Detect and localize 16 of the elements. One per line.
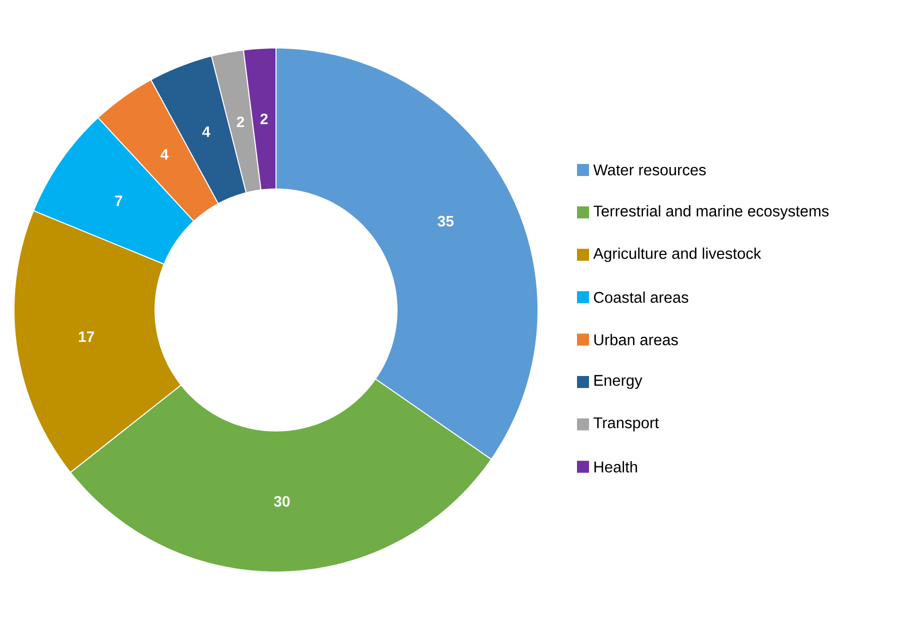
legend-label: Transport xyxy=(594,417,659,432)
legend-label: Urban areas xyxy=(594,334,678,346)
legend-label: Agriculture and livestock xyxy=(593,248,762,262)
data-label: 7 xyxy=(115,196,122,206)
data-label: 4 xyxy=(202,126,210,137)
legend-label: Terrestrial and marine ecosystems xyxy=(594,205,829,220)
legend-label: Energy xyxy=(594,375,642,389)
data-label: 17 xyxy=(78,332,94,342)
data-label: 35 xyxy=(438,216,454,227)
data-label: 2 xyxy=(236,116,244,128)
data-label: 2 xyxy=(260,114,268,124)
legend-label: Water resources xyxy=(593,164,706,176)
legend-label: Health xyxy=(594,461,637,472)
data-label: 30 xyxy=(274,496,290,507)
legend-label: Coastal areas xyxy=(594,291,688,303)
data-label: 4 xyxy=(160,149,169,160)
